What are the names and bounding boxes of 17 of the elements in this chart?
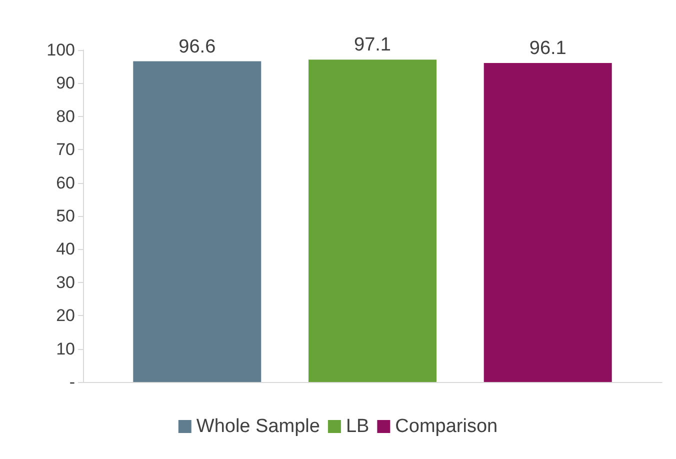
y-tick-label: 10 (56, 339, 75, 358)
data-label: 97.1 (354, 34, 391, 56)
legend-label: Comparison (395, 416, 498, 437)
y-tick-label: - (69, 372, 75, 392)
y-tick-label: 30 (56, 272, 75, 292)
y-tick-label: 80 (56, 106, 75, 126)
y-tick-label: 90 (56, 74, 75, 93)
data-label: 96.1 (529, 38, 566, 59)
y-tick-label: 20 (56, 306, 75, 326)
legend-label: LB (346, 416, 370, 437)
y-tick-label: 50 (56, 206, 75, 226)
legend-label: Whole Sample (196, 416, 320, 437)
y-tick-label: 70 (56, 140, 75, 160)
data-label: 96.6 (178, 36, 216, 58)
y-tick-label: 40 (56, 240, 75, 259)
y-tick-label: 60 (56, 173, 75, 192)
y-tick-label: 100 (46, 40, 75, 60)
